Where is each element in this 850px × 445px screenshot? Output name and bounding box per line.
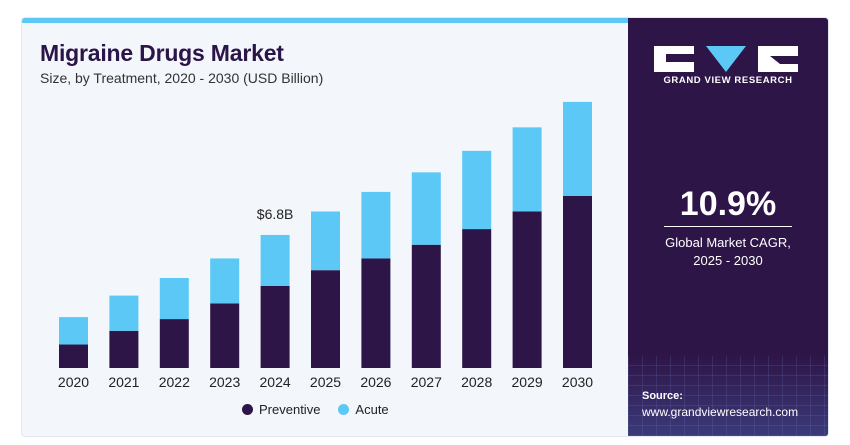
bar-preventive-2030: [563, 195, 592, 368]
accent-bar: [22, 18, 628, 23]
sidebar-grid-decoration: [628, 356, 828, 436]
x-tick-label-2023: 2023: [209, 374, 240, 390]
bar-chart: 2020 2021 2022 2023 2024 2025 2026 2027 2028 2029…: [58, 101, 593, 390]
data-label-2024: $6.8B: [257, 206, 294, 222]
x-tick-label-2021: 2021: [108, 374, 139, 390]
cagr-label-line1: Global Market CAGR,: [665, 235, 791, 250]
x-tick-label-2026: 2026: [360, 374, 391, 390]
x-tick-label-2024: 2024: [260, 374, 291, 390]
bar-preventive-2028: [462, 229, 492, 368]
x-tick-label-2029: 2029: [512, 374, 543, 390]
legend-label-preventive: Preventive: [259, 402, 321, 417]
grand-view-research-logo-icon: [654, 46, 798, 72]
bar-preventive-2027: [411, 244, 441, 368]
x-tick-label-2025: 2025: [310, 374, 341, 390]
bar-acute-2025: [311, 211, 340, 271]
sidebar-panel: GRAND VIEW RESEARCH 10.9% Global Market …: [628, 18, 828, 436]
bar-acute-2023: [210, 258, 240, 304]
bar-acute-2026: [361, 191, 391, 259]
legend-swatch-preventive: [242, 404, 253, 415]
chart-title: Migraine Drugs Market: [40, 40, 284, 66]
x-tick-label-2020: 2020: [58, 374, 89, 390]
brand-name: GRAND VIEW RESEARCH: [663, 75, 793, 86]
bar-preventive-2026: [361, 258, 391, 368]
cagr-divider: [664, 226, 792, 227]
chart-legend: Preventive Acute: [242, 402, 389, 417]
legend-item-preventive: Preventive: [242, 402, 320, 417]
bar-acute-2020: [59, 317, 88, 345]
chart-card: Migraine Drugs Market Size, by Treatment…: [22, 18, 828, 436]
legend-label-acute: Acute: [355, 402, 389, 417]
bar-acute-2027: [411, 172, 441, 245]
x-tick-label-2028: 2028: [461, 374, 492, 390]
bar-acute-2024: [260, 234, 290, 286]
bar-preventive-2029: [512, 211, 542, 368]
cagr-label-line2: 2025 - 2030: [693, 253, 763, 268]
bar-preventive-2020: [59, 344, 88, 368]
legend-swatch-acute: [338, 404, 350, 415]
x-tick-label-2027: 2027: [411, 374, 442, 390]
chart-subtitle: Size, by Treatment, 2020 - 2030 (USD Bil…: [40, 70, 324, 86]
bar-preventive-2025: [311, 270, 340, 368]
bar-acute-2022: [159, 278, 189, 320]
source-label: Source:: [642, 390, 683, 402]
source-link[interactable]: www.grandviewresearch.com: [642, 405, 799, 419]
cagr-label: Global Market CAGR, 2025 - 2030: [628, 234, 828, 270]
bar-preventive-2022: [159, 319, 189, 368]
cagr-value: 10.9%: [679, 185, 777, 223]
bar-acute-2021: [109, 295, 139, 331]
legend-item-acute: Acute: [338, 402, 389, 417]
bar-acute-2029: [512, 127, 542, 212]
bar-preventive-2023: [210, 303, 240, 368]
bar-preventive-2021: [109, 330, 139, 368]
bar-acute-2030: [563, 101, 592, 196]
x-tick-label-2022: 2022: [159, 374, 190, 390]
bar-preventive-2024: [260, 285, 290, 368]
x-tick-label-2030: 2030: [562, 374, 593, 390]
bar-acute-2028: [462, 150, 492, 230]
